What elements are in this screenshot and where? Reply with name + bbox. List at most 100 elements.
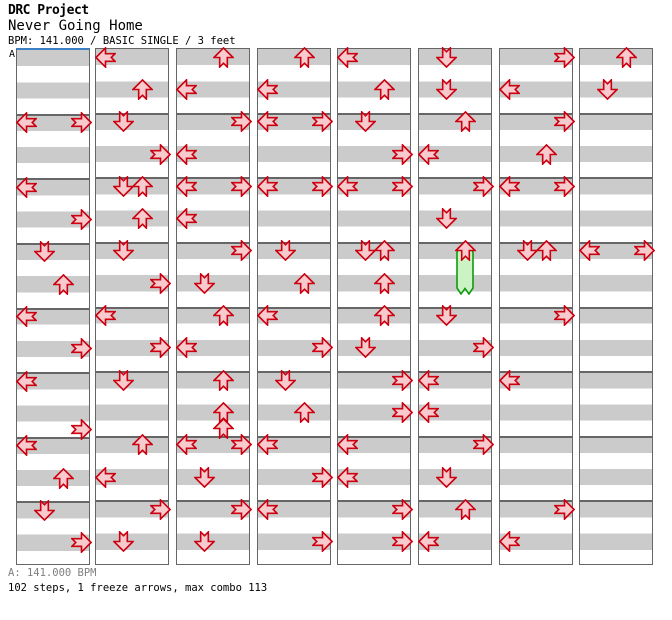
note-up-arrow [52,273,74,295]
note-right-arrow [231,175,253,197]
measure-line [96,435,168,438]
note-right-arrow [71,419,93,441]
measure-line [580,112,652,115]
measure-line [580,177,652,180]
measure-line [177,177,249,180]
note-up-arrow [293,402,315,424]
note-down-arrow [113,175,135,197]
chart-column-1 [15,48,93,565]
chart-column-3 [175,46,253,565]
note-down-arrow [113,531,135,553]
note-left-arrow [417,531,439,553]
note-left-arrow [175,434,197,456]
note-up-arrow [535,143,557,165]
note-up-arrow [373,240,395,262]
note-left-arrow [175,78,197,100]
note-right-arrow [71,532,93,554]
chart-column-7 [498,46,576,565]
note-right-arrow [312,466,334,488]
note-left-arrow [94,305,116,327]
note-right-arrow [231,111,253,133]
measure-line [338,435,410,438]
measure-line [258,177,330,180]
measure-line [96,306,168,309]
note-down-arrow [194,531,216,553]
note-left-arrow [578,240,600,262]
note-right-arrow [71,112,93,134]
note-left-arrow [15,370,37,392]
note-down-arrow [436,466,458,488]
song-title: Never Going Home [8,18,143,34]
note-down-arrow [113,240,135,262]
footer-section-bpm: A: 141.000 BPM [8,567,97,579]
measure-line [338,306,410,309]
note-down-arrow [34,241,56,263]
freeze-note-up-arrow [454,240,476,262]
measure-line [338,241,410,244]
note-left-arrow [256,78,278,100]
project-title: DRC Project [8,3,89,18]
note-left-arrow [94,46,116,68]
note-right-arrow [150,337,172,359]
measure-line [500,177,572,180]
note-left-arrow [256,305,278,327]
note-down-arrow [597,78,619,100]
note-left-arrow [498,78,520,100]
note-right-arrow [150,498,172,520]
measure-line [17,178,89,181]
measure-line [17,242,89,245]
measure-line [500,500,572,503]
note-left-arrow [175,143,197,165]
note-down-arrow [194,272,216,294]
note-right-arrow [312,531,334,553]
note-up-arrow [293,272,315,294]
chart-column-2 [94,46,172,565]
note-left-arrow [417,143,439,165]
note-up-arrow [212,305,234,327]
note-right-arrow [473,434,495,456]
note-left-arrow [15,435,37,457]
note-right-arrow [554,111,576,133]
note-left-arrow [498,531,520,553]
measure-line [177,371,249,374]
note-down-arrow [194,466,216,488]
note-up-arrow [454,111,476,133]
note-right-arrow [473,175,495,197]
note-right-arrow [231,240,253,262]
measure-line [338,500,410,503]
note-down-arrow [275,240,297,262]
measure-line [419,435,491,438]
note-left-arrow [256,175,278,197]
measure-line [17,307,89,310]
measure-line [96,500,168,503]
measure-line [419,306,491,309]
note-left-arrow [498,369,520,391]
measure-line [258,112,330,115]
note-up-arrow [52,467,74,489]
measure-line [258,500,330,503]
note-up-arrow [212,46,234,68]
note-down-arrow [436,208,458,230]
measure-line [580,371,652,374]
note-right-arrow [231,434,253,456]
measure-line [17,501,89,504]
measure-line [500,435,572,438]
note-down-arrow [275,369,297,391]
measure-line [500,112,572,115]
note-left-arrow [336,46,358,68]
measure-line [500,371,572,374]
note-right-arrow [231,498,253,520]
song-meta: BPM: 141.000 / BASIC SINGLE / 3 feet [8,35,236,47]
note-right-arrow [554,46,576,68]
note-down-arrow [355,240,377,262]
chart-column-8 [578,46,656,565]
note-right-arrow [312,175,334,197]
measure-line [17,436,89,439]
measure-line [258,371,330,374]
chart-column-4 [256,46,334,565]
note-right-arrow [634,240,656,262]
measure-line [17,372,89,375]
footer-stats: 102 steps, 1 freeze arrows, max combo 11… [8,582,268,594]
note-down-arrow [355,337,377,359]
note-right-arrow [554,175,576,197]
